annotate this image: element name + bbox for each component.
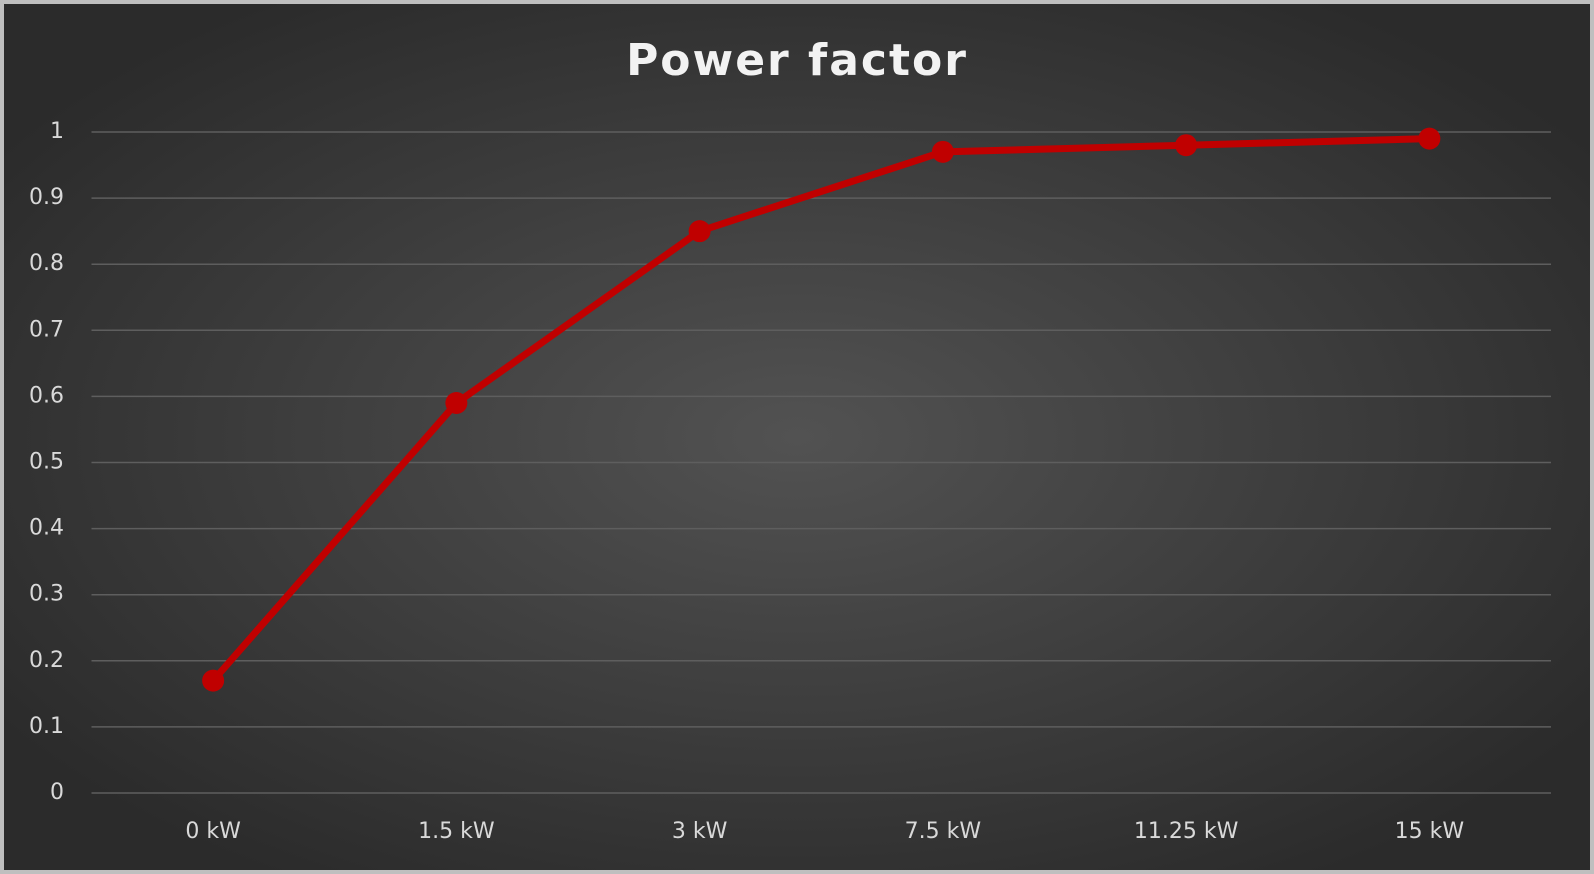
chart-title: Power factor	[626, 35, 968, 86]
data-point	[202, 669, 225, 692]
x-tick-label: 0 kW	[185, 819, 241, 844]
data-point	[445, 392, 468, 415]
x-tick-label: 1.5 kW	[418, 819, 495, 844]
data-point	[931, 140, 954, 163]
y-tick-label: 0	[50, 780, 64, 805]
y-tick-label: 0.4	[29, 516, 64, 541]
y-tick-label: 0.9	[29, 185, 64, 210]
y-tick-label: 0.5	[29, 450, 64, 475]
data-point	[1418, 127, 1441, 150]
x-tick-label: 15 kW	[1395, 819, 1465, 844]
y-tick-label: 0.3	[29, 582, 64, 607]
x-tick-label: 7.5 kW	[905, 819, 982, 844]
y-tick-label: 0.8	[29, 251, 64, 276]
data-line	[210, 135, 1430, 683]
y-tick-label: 0.2	[29, 648, 64, 673]
x-tick-label: 11.25 kW	[1134, 819, 1239, 844]
data-point	[1175, 134, 1198, 157]
y-tick-label: 0.7	[29, 317, 64, 342]
y-tick-label: 0.1	[29, 714, 64, 739]
y-tick-label: 0.6	[29, 383, 64, 408]
y-tick-label: 1	[50, 119, 64, 144]
x-tick-label: 3 kW	[672, 819, 728, 844]
data-point	[688, 220, 711, 243]
